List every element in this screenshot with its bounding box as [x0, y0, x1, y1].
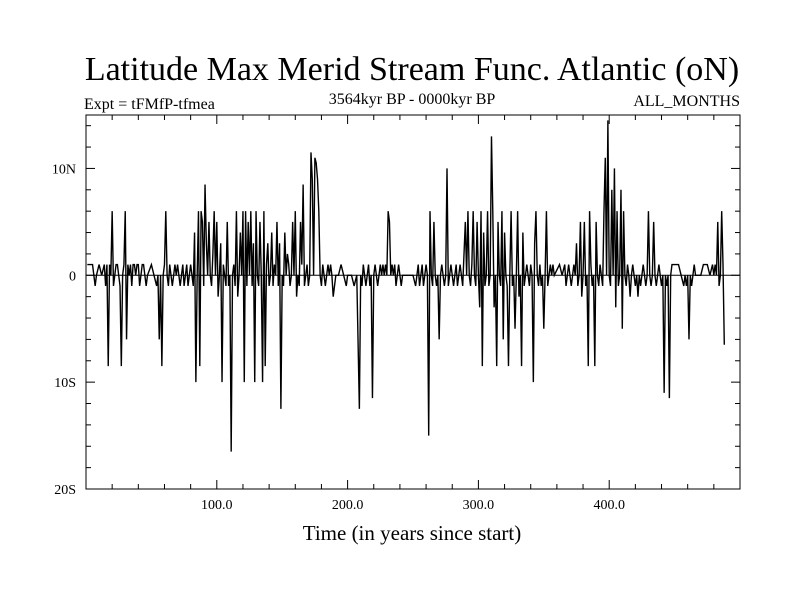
experiment-label: Expt = tFMfP-tfmea: [84, 96, 215, 113]
x-tick-label: 400.0: [593, 498, 625, 513]
x-axis-label: Time (in years since start): [303, 521, 522, 545]
y-tick-label: 10S: [54, 376, 76, 391]
axis-ticks: [86, 115, 740, 489]
chart-title: Latitude Max Merid Stream Func. Atlantic…: [85, 51, 739, 88]
y-tick-label: 0: [69, 269, 76, 284]
axis-tick-labels: 100.0 200.0 300.0 400.0 10N 0 10S 20S: [52, 162, 625, 513]
period-label: 3564kyr BP - 0000kyr BP: [329, 91, 496, 108]
x-tick-label: 200.0: [332, 498, 364, 513]
x-tick-label: 300.0: [463, 498, 495, 513]
y-tick-label: 10N: [52, 162, 76, 177]
x-tick-label: 100.0: [201, 498, 233, 513]
months-label: ALL_MONTHS: [633, 93, 740, 110]
y-tick-label: 20S: [54, 483, 76, 498]
plot-frame: [85, 114, 741, 490]
series-line: [87, 120, 725, 452]
